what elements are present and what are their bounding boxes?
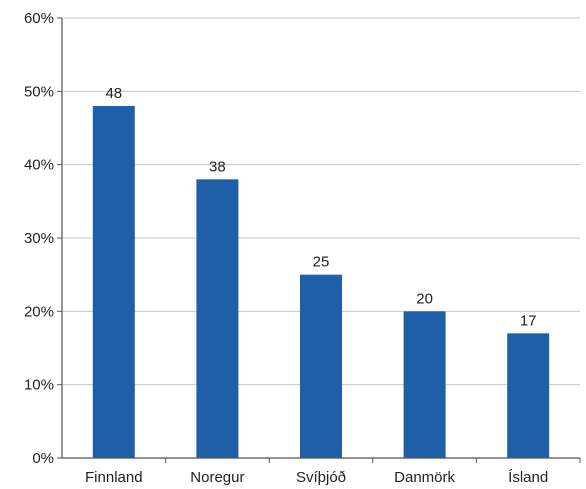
y-tick-label: 60%	[24, 10, 54, 27]
axes	[57, 17, 581, 463]
x-tick-label: Svíþjóð	[296, 469, 346, 486]
y-tick-label: 40%	[24, 157, 54, 174]
bar	[403, 311, 446, 458]
bars	[92, 106, 550, 459]
data-label: 25	[313, 254, 330, 271]
gridlines	[62, 17, 580, 386]
y-tick-label: 50%	[24, 83, 54, 100]
y-tick-label: 0%	[32, 450, 54, 467]
bar	[300, 274, 342, 458]
bar	[92, 106, 135, 458]
y-tick-label: 30%	[24, 230, 54, 247]
x-tick-label: Danmörk	[394, 469, 455, 486]
data-label: 48	[105, 85, 122, 102]
x-tick-label: Noregur	[190, 469, 244, 486]
y-tick-label: 20%	[24, 303, 54, 320]
x-tick-label: Finnland	[85, 469, 143, 486]
data-label: 20	[416, 290, 433, 307]
data-label: 17	[520, 312, 537, 329]
bar	[507, 333, 550, 458]
labels: 0% 10% 20% 30% 40% 50% 60% Finnland 48 Noregur 38 S…	[24, 10, 548, 486]
x-tick-label: Ísland	[508, 469, 548, 486]
bar	[196, 179, 239, 459]
y-tick-label: 10%	[24, 377, 54, 394]
data-label: 38	[209, 158, 226, 175]
